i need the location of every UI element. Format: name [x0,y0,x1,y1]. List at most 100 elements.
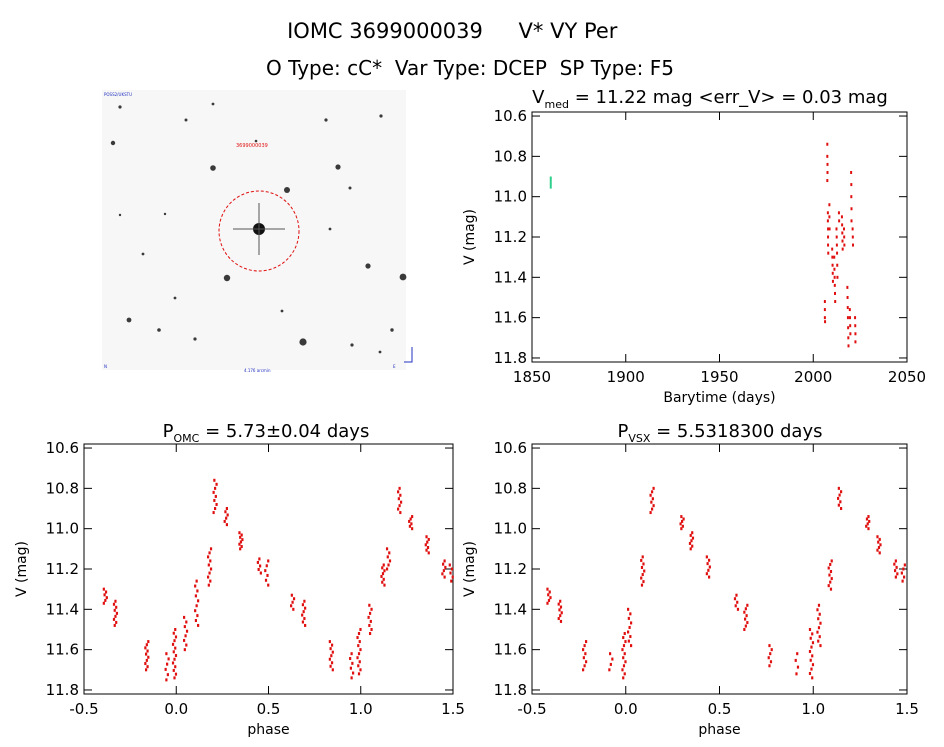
data-point [239,547,242,551]
data-point [146,649,149,653]
data-point [209,559,212,563]
data-point [837,486,840,490]
data-point [557,602,560,606]
x-axis-label: Barytime (days) [663,390,775,406]
data-point [266,573,269,577]
data-point [651,490,654,494]
data-point [425,548,428,552]
data-point [609,652,612,656]
data-point [359,648,362,652]
data-point [743,627,746,631]
data-point [350,676,353,680]
star [254,139,258,143]
data-point [895,565,898,569]
data-point [329,664,332,668]
data-point [811,632,814,636]
data-point [877,545,881,549]
data-point [736,600,739,604]
y-tick-label: 10.6 [46,439,79,457]
data-point [767,656,770,660]
data-point [621,668,624,672]
data-point [225,507,229,511]
data-point [876,548,879,552]
data-point [241,538,244,542]
data-point [810,667,813,671]
target-label: 3699000039 [236,143,268,149]
data-point [811,663,815,667]
data-point [330,654,333,658]
data-point [746,621,749,625]
data-point [443,559,446,563]
data-point [546,601,549,605]
compass-icon [404,347,413,363]
data-point [769,652,772,656]
data-point [213,498,216,502]
lightcurve-plot: Vmed = 11.22 mag <err_V> = 0.03 mag 1850… [462,87,926,406]
data-point [627,639,630,643]
data-point [679,522,682,526]
data-point [690,539,693,543]
data-point [290,604,293,608]
data-point [356,656,359,660]
data-point [225,523,229,527]
data-point [810,645,813,649]
data-point [367,615,370,619]
data-point [370,607,373,611]
data-point [680,527,683,531]
data-point [549,596,552,600]
data-point [816,630,819,634]
data-point [206,575,210,579]
data-point [303,599,306,603]
data-point [830,559,833,563]
data-point [411,527,414,531]
survey-label: POSS2/UKSTU [104,92,132,97]
data-point [351,661,354,665]
data-point [387,563,390,567]
data-point [368,611,372,615]
data-point [828,573,831,577]
data-point [291,600,294,604]
data-point [370,627,373,631]
data-point [833,255,836,259]
data-point [622,636,625,640]
x-tick-label: 2000 [794,368,832,386]
data-point [409,517,412,521]
data-point [688,541,692,545]
data-point [113,623,116,627]
data-point [115,605,118,609]
star [141,252,145,256]
data-point [818,635,821,639]
star-field [110,102,407,354]
star [211,102,215,106]
data-point [843,235,846,239]
star [110,140,116,146]
data-point [641,573,644,577]
data-point [174,646,177,650]
data-point [399,500,403,504]
data-point [826,154,829,158]
data-point [383,583,386,587]
data-point [559,619,563,623]
data-point [408,519,411,523]
data-point [442,569,445,573]
data-point [867,527,870,531]
data-point [368,632,372,636]
data-point [329,647,332,651]
data-point [878,537,881,541]
data-point [630,644,633,648]
data-point [826,211,829,215]
x-tick-label: 0.5 [257,700,281,718]
data-point [209,567,213,571]
data-point [385,547,389,551]
data-point [893,562,896,566]
y-axis-label: V (mag) [14,541,30,597]
data-point [831,247,834,251]
data-point [831,263,834,267]
data-point [826,142,829,146]
data-point [828,215,831,219]
data-point [259,571,262,575]
data-point [584,652,587,656]
y-tick-label: 11.4 [494,600,527,618]
data-point [652,486,655,490]
x-axis-label: phase [698,722,740,738]
